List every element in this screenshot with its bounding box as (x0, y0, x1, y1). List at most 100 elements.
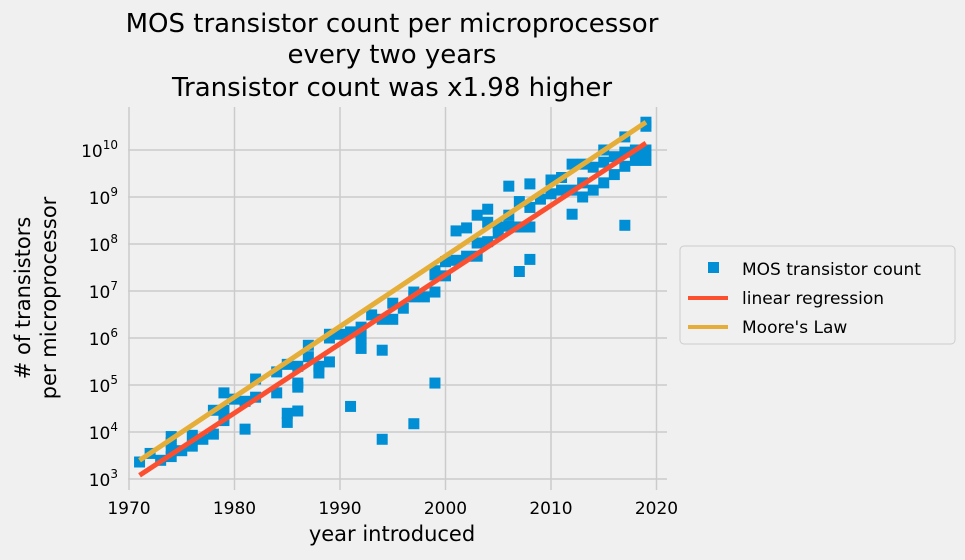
data-point (176, 445, 188, 457)
data-point (197, 433, 209, 445)
data-point (345, 400, 357, 412)
data-point (566, 208, 578, 220)
data-point (440, 256, 451, 268)
data-point (281, 407, 293, 419)
data-point (577, 191, 589, 203)
x-tick-label: 2020 (635, 499, 678, 519)
y-tick-label: 108 (89, 232, 118, 256)
data-point (556, 184, 568, 196)
data-point (482, 203, 494, 215)
legend-label-regression: linear regression (742, 289, 884, 309)
data-point (524, 221, 536, 233)
data-point (513, 265, 525, 277)
y-tick-label: 107 (89, 279, 118, 303)
data-point (545, 174, 557, 186)
data-point (323, 356, 335, 368)
data-point (408, 286, 420, 298)
data-point (503, 220, 515, 232)
data-point (376, 433, 388, 445)
data-point (218, 387, 230, 399)
data-point (292, 405, 304, 417)
data-point (165, 436, 177, 448)
data-point (608, 151, 620, 163)
data-point (239, 395, 251, 407)
data-point (271, 387, 283, 399)
data-point (429, 286, 441, 298)
regression-line (138, 141, 648, 478)
data-point (598, 156, 610, 168)
data-point (640, 144, 652, 156)
moores-law-line (138, 120, 648, 463)
data-point (619, 146, 631, 158)
data-point (524, 201, 536, 213)
data-point (387, 313, 399, 325)
y-axis-label-line-1: # of transistors (11, 217, 35, 380)
x-tick-label: 1990 (318, 499, 361, 519)
y-tick-label: 104 (89, 420, 118, 444)
data-point (545, 188, 557, 200)
data-point (629, 154, 641, 166)
data-point (355, 342, 367, 354)
data-point (418, 291, 430, 303)
data-point (313, 360, 325, 372)
data-point (355, 332, 367, 344)
data-point (165, 442, 177, 454)
data-point (207, 428, 219, 440)
data-point (503, 180, 515, 192)
data-point (492, 227, 504, 239)
data-point (461, 250, 473, 262)
y-tick-label: 105 (89, 373, 118, 397)
data-point (271, 366, 283, 378)
data-point (566, 158, 578, 170)
data-point (619, 160, 631, 172)
legend-marker-mos (708, 262, 719, 273)
data-point (524, 253, 536, 265)
data-point (492, 221, 504, 233)
data-point (376, 313, 388, 325)
data-point (313, 367, 325, 379)
y-axis-label-line-2: per microprocessor (37, 196, 61, 399)
data-point (461, 222, 473, 234)
data-point (429, 265, 441, 277)
data-point (482, 236, 494, 248)
data-point (587, 161, 599, 173)
data-point (513, 196, 525, 208)
x-tick-label: 2010 (529, 499, 572, 519)
data-point (302, 351, 314, 363)
legend: MOS transistor count linear regression M… (679, 245, 956, 345)
data-point (482, 216, 494, 228)
data-point (587, 184, 599, 196)
data-point (239, 423, 251, 435)
y-tick-labels: 103 104 105 106 107 108 109 1010 (81, 138, 118, 491)
legend-box (679, 245, 956, 345)
data-point (471, 209, 483, 221)
y-tick-label: 103 (89, 467, 118, 491)
chart-title-line-1: MOS transistor count per microprocessor (126, 9, 659, 39)
data-point (598, 177, 610, 189)
data-point (397, 302, 409, 314)
data-point (334, 328, 346, 340)
x-tick-label: 1970 (107, 499, 150, 519)
data-point (281, 416, 293, 428)
x-axis-label: year introduced (309, 522, 475, 546)
x-tick-label: 1980 (213, 499, 256, 519)
legend-label-moore: Moore's Law (742, 318, 847, 338)
y-tick-label: 109 (89, 185, 118, 209)
data-point (640, 154, 652, 166)
data-point (471, 237, 483, 249)
data-point (345, 326, 357, 338)
y-tick-label: 106 (89, 326, 118, 350)
data-point (292, 377, 304, 389)
data-point (186, 440, 198, 452)
data-point (408, 418, 420, 430)
data-point (134, 456, 146, 468)
data-point (524, 178, 536, 190)
data-point (376, 344, 388, 356)
data-marks (134, 116, 652, 478)
data-point (366, 309, 378, 321)
data-point (250, 373, 262, 385)
data-point (186, 429, 198, 441)
data-point (429, 377, 441, 389)
data-point (450, 225, 462, 237)
